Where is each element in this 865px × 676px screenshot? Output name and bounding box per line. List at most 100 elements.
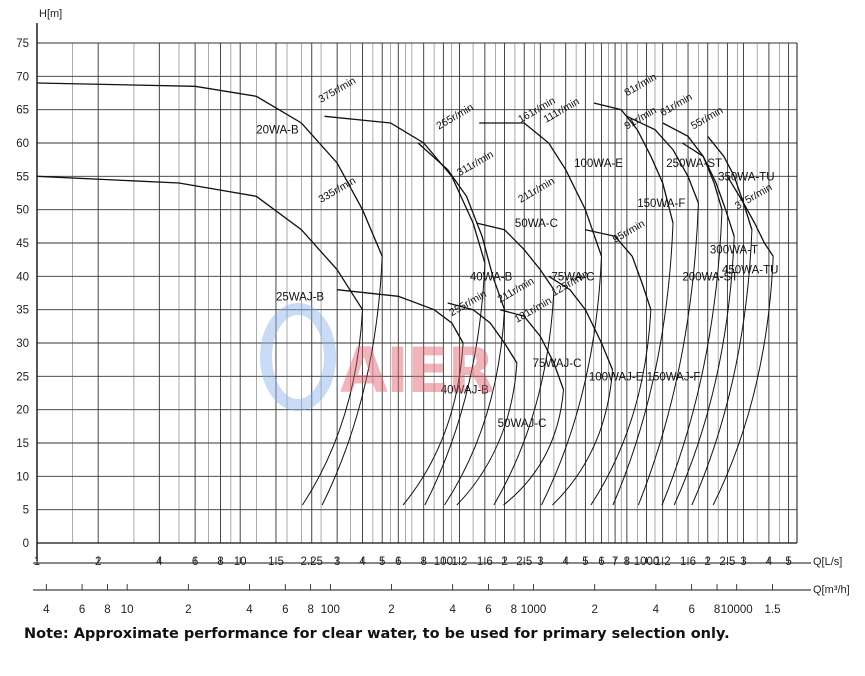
x-tick-label: 1.6 <box>477 556 493 568</box>
curve-limit-40waj-b <box>402 342 464 506</box>
y-tick-label: 20 <box>16 405 29 417</box>
x2-tick-label: 6 <box>485 604 491 616</box>
model-label: 350WA-TU <box>718 171 774 183</box>
x2-tick-label: 6 <box>688 604 694 616</box>
x2-tick-label: 10 <box>121 604 134 616</box>
curve-150wa-f <box>593 102 674 224</box>
x2-tick-label: 4 <box>43 604 50 616</box>
curve-50waj-c <box>447 302 518 364</box>
curve-limit-150waj-f <box>590 309 652 506</box>
x2-tick-label: 8 <box>714 604 720 616</box>
model-label: 250WA-ST <box>666 158 722 170</box>
curve-limit-75wa-c <box>493 289 555 506</box>
speed-label: 181r/min <box>512 295 554 326</box>
curve-350wa-tu <box>707 135 753 230</box>
x2-tick-label: 2 <box>388 604 394 616</box>
x2-tick-label: 6 <box>282 604 288 616</box>
model-label: 200WA-ST <box>682 271 738 283</box>
model-label: 50WAJ-C <box>498 418 547 430</box>
curve-200wa-st <box>626 115 700 204</box>
x-tick-label: 4 <box>563 556 570 568</box>
x2-tick-label: 6 <box>79 604 85 616</box>
x2-tick-label: 1000 <box>521 604 547 616</box>
model-label: 25WAJ-B <box>276 291 324 303</box>
curve-limit-150wa-f <box>612 222 674 506</box>
model-label: 40WA-B <box>470 271 513 283</box>
curve-limit-200wa-st <box>637 202 699 506</box>
speed-label: 95r/min <box>611 218 647 246</box>
curve-40wa-b <box>324 115 486 264</box>
x-tick-label: 1.5 <box>268 556 284 568</box>
model-label: 150WA-F <box>637 198 685 210</box>
curve-450wa-tu <box>726 175 774 257</box>
chart-axes <box>33 23 811 591</box>
y-tick-label: 40 <box>16 271 29 283</box>
model-label: 150WAJ-F <box>647 371 701 383</box>
curve-limit-50wa-c <box>444 309 505 506</box>
x-tick-label: 100 <box>434 556 453 568</box>
model-label: 40WAJ-B <box>441 385 489 397</box>
x-tick-labels-m3h: 4 6 8 10 2 4 6 8 100 2 4 6 8 1000 2 4 6 8 10000 1.5 <box>43 584 781 616</box>
curve-limit-100waj-e <box>552 369 613 506</box>
curve-40waj-b <box>337 289 464 344</box>
x-axis-label: Q[L/s] <box>813 556 842 568</box>
pump-curves <box>36 82 774 506</box>
x-tick-label: 3 <box>334 556 340 568</box>
curve-limit-100wa-e <box>541 256 602 506</box>
x-tick-label: 5 <box>379 556 385 568</box>
x-tick-label: 3 <box>537 556 543 568</box>
x-tick-label: 2 <box>95 556 101 568</box>
y-tick-label: 45 <box>16 238 29 250</box>
x-tick-label: 1000 <box>634 556 660 568</box>
watermark-swirl-icon <box>260 303 336 411</box>
speed-label: 311r/min <box>455 148 496 179</box>
speed-labels: 375r/min335r/min265r/min311r/min161r/min… <box>317 71 775 326</box>
y-tick-label: 0 <box>23 538 29 550</box>
x-tick-label: 4 <box>156 556 163 568</box>
y-tick-label: 50 <box>16 205 29 217</box>
x2-tick-label: 8 <box>104 604 110 616</box>
watermark-text: AIER <box>340 334 494 407</box>
curve-limit-25waj-b <box>302 309 363 506</box>
curve-limit-50waj-c <box>456 362 518 506</box>
speed-label: 255r/min <box>447 288 489 319</box>
x-tick-label: 7 <box>612 556 618 568</box>
x-tick-label: 2 <box>705 556 711 568</box>
y-tick-label: 60 <box>16 138 29 150</box>
chart-grid <box>36 42 797 544</box>
y-axis-label: H[m] <box>39 8 62 20</box>
x-tick-label: 1 <box>34 556 40 568</box>
y-tick-label: 5 <box>23 505 29 517</box>
y-tick-label: 15 <box>16 438 29 450</box>
x2-tick-label: 4 <box>449 604 456 616</box>
aier-watermark: AIER <box>260 303 496 411</box>
model-label: 300WA-T <box>710 245 758 257</box>
curve-75wa-c <box>476 222 555 291</box>
x-tick-label: 5 <box>582 556 588 568</box>
model-label: 100WAJ-E <box>589 371 644 383</box>
curve-limit-20wa-b <box>321 256 383 506</box>
model-label: 50WA-C <box>515 218 558 230</box>
y-tick-label: 75 <box>16 38 29 50</box>
y-tick-labels: 0 5 10 15 20 25 30 35 40 45 50 55 60 65 70 75 <box>16 38 29 550</box>
y-tick-label: 35 <box>16 305 29 317</box>
curve-25waj-b <box>36 175 364 311</box>
x-tick-label: 2.5 <box>516 556 532 568</box>
x-tick-label: 2.5 <box>719 556 735 568</box>
y-tick-label: 30 <box>16 338 29 350</box>
model-label: 450WA-TU <box>722 265 778 277</box>
x2-tick-label: 4 <box>246 604 253 616</box>
curve-limit-300wa-t <box>673 236 735 506</box>
model-label: 75WAJ-C <box>533 358 582 370</box>
curve-150waj-f <box>585 229 652 310</box>
x-tick-label: 4 <box>766 556 773 568</box>
x2-tick-label: 2 <box>591 604 597 616</box>
curve-limit-40wa-b <box>424 262 486 506</box>
curve-limit-250wa-st <box>661 209 723 506</box>
speed-label: 265r/min <box>434 101 476 132</box>
x-tick-label: 8 <box>420 556 426 568</box>
model-labels: 20WA-B 25WAJ-B 40WA-B 40WAJ-B 50WA-C 50WAJ-C 7… <box>256 125 778 430</box>
x2-tick-label: 2 <box>185 604 191 616</box>
